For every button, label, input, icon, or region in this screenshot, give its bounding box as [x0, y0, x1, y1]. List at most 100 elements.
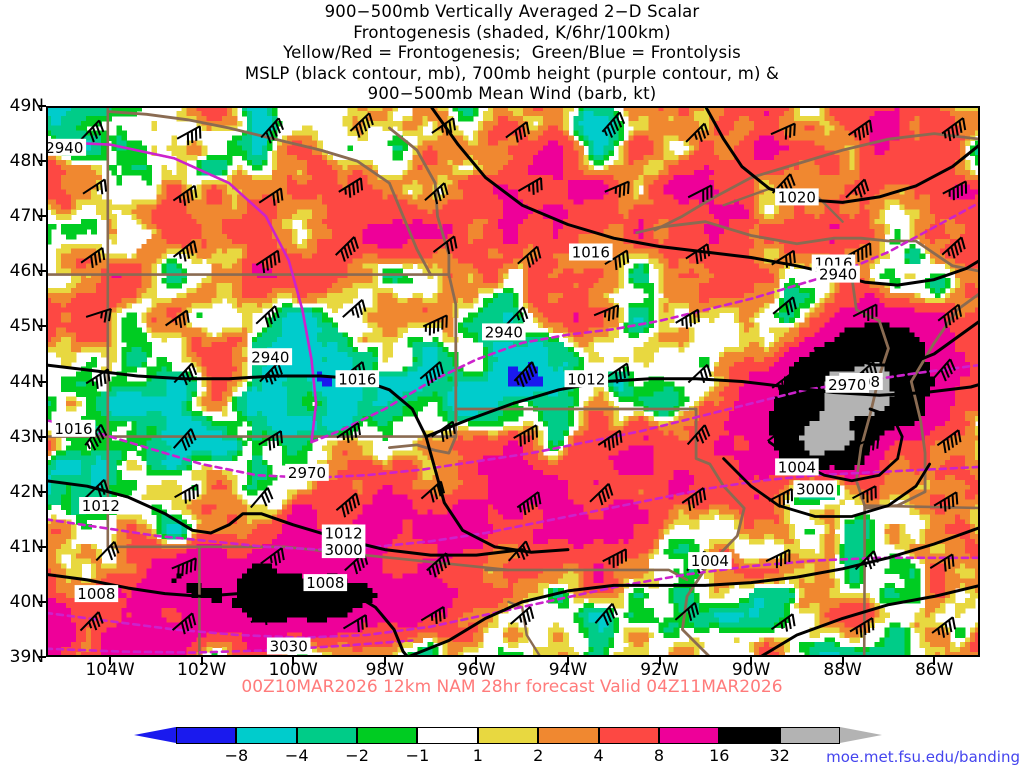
wind-barb	[80, 246, 106, 269]
wind-barb	[771, 173, 796, 194]
latitude-tick-label: 46N	[9, 261, 44, 282]
contour-label: 3000	[321, 541, 366, 559]
wind-barb	[685, 122, 710, 143]
forecast-valid-label: 00Z10MAR2026 12km NAM 28hr forecast Vali…	[241, 677, 783, 697]
wind-barb	[604, 249, 630, 271]
wind-barb	[349, 112, 374, 138]
colorbar-over-arrow	[840, 727, 882, 743]
wind-barb	[602, 548, 627, 568]
longitude-tick-label: 104W	[85, 660, 135, 680]
latitude-tick	[38, 105, 46, 107]
wind-barb	[171, 612, 197, 635]
wind-barb	[342, 614, 368, 633]
colorbar-tick-label: −1	[405, 746, 430, 765]
wind-barb	[845, 178, 870, 199]
colorbar[interactable]	[134, 727, 882, 744]
colorbar-segment	[658, 727, 720, 744]
wind-barb	[513, 361, 538, 388]
wind-barb	[174, 483, 199, 504]
wind-barb	[250, 487, 274, 509]
wind-barb	[853, 435, 880, 453]
longitude-tick	[292, 657, 295, 665]
wind-barb	[772, 296, 797, 316]
contour-label: 1008	[74, 585, 119, 603]
wind-barb	[771, 249, 796, 268]
contour-label: 1020	[775, 188, 819, 207]
contour-label: 1016	[51, 419, 96, 438]
wind-barb	[936, 429, 962, 454]
wind-barbs	[79, 111, 968, 638]
latitude-tick-label: 44N	[9, 371, 44, 392]
latitude-tick-label: 47N	[9, 206, 44, 227]
colorbar-tick-label: 4	[593, 746, 604, 765]
wind-barb	[171, 557, 197, 578]
wind-barb	[932, 358, 956, 382]
wind-barb	[941, 236, 966, 259]
colorbar-segment	[477, 727, 539, 744]
wind-barb	[942, 180, 968, 201]
wind-barb	[432, 235, 458, 255]
colorbar-tick-label: 1	[472, 746, 483, 765]
wind-barb	[675, 308, 700, 329]
wind-barb	[419, 361, 444, 387]
longitude-tick-label: 88W	[823, 660, 862, 680]
longitude-tick-label: 96W	[457, 660, 496, 680]
wind-barb	[605, 362, 630, 384]
wind-barb	[255, 249, 281, 274]
wind-barb	[172, 184, 198, 206]
contour-label: 1004	[688, 552, 732, 570]
contour-label: 2970	[825, 375, 869, 394]
colorbar-segment	[538, 727, 599, 744]
colorbar-under-arrow	[134, 727, 176, 743]
contour-label: 2940	[46, 138, 87, 157]
wind-barb	[854, 550, 879, 571]
wind-barb	[255, 305, 280, 328]
wind-barb	[771, 371, 797, 393]
longitude-tick-label: 86W	[914, 660, 954, 680]
colorbar-tick-label: −2	[345, 746, 369, 765]
wind-barb	[258, 430, 283, 451]
colorbar-tick-label: 8	[653, 746, 664, 765]
wind-barb	[95, 541, 120, 562]
weather-map[interactable]: 1020 1016 1016 1016 1016 1012 1012 1012 1008 1008…	[46, 106, 980, 657]
wind-barb	[84, 478, 109, 499]
wind-barb	[597, 429, 623, 451]
longitude-tick-label: 94W	[548, 660, 588, 680]
title-line-3: Yellow/Red = Frontogenesis; Green/Blue =…	[283, 43, 741, 62]
map-canvas: 1020 1016 1016 1016 1016 1012 1012 1012 1008 1008…	[46, 106, 980, 657]
mslp-contours	[46, 106, 980, 657]
wind-barb	[687, 363, 712, 384]
longitude-tick	[109, 657, 112, 665]
wind-barb	[767, 424, 792, 444]
contour-label: 1016	[569, 243, 613, 262]
wind-barb	[509, 606, 535, 626]
wind-barb	[336, 422, 361, 444]
longitude-tick	[383, 657, 386, 665]
title-line-5: 900−500mb Mean Wind (barb, kt)	[367, 84, 657, 103]
watermark-label: moe.met.fsu.edu/banding	[826, 748, 1020, 766]
contour-label: 1012	[564, 370, 609, 388]
wind-barb	[424, 182, 449, 205]
wind-barb	[604, 180, 630, 198]
wind-barb	[508, 540, 532, 562]
longitude-tick	[750, 657, 753, 665]
wind-barb	[517, 245, 542, 268]
wind-barb	[765, 548, 791, 569]
wind-barb	[165, 309, 190, 329]
latitude-tick-label: 40N	[9, 591, 44, 612]
latitude-tick-label: 45N	[9, 316, 44, 337]
wind-barb	[768, 488, 793, 508]
wind-barb	[85, 307, 112, 323]
latitude-tick-label: 43N	[9, 426, 44, 447]
wind-barb	[852, 303, 878, 322]
longitude-tick-label: 92W	[640, 660, 679, 680]
latitude-tick-label: 39N	[9, 647, 44, 667]
wind-barb	[335, 492, 361, 518]
longitude-tick	[200, 657, 203, 665]
wind-barb	[79, 611, 104, 632]
colorbar-segment	[176, 727, 237, 744]
latitude-tick-label: 48N	[9, 151, 44, 172]
latitude-tick	[38, 600, 46, 603]
wind-barb	[85, 368, 111, 390]
wind-barb	[176, 125, 202, 146]
